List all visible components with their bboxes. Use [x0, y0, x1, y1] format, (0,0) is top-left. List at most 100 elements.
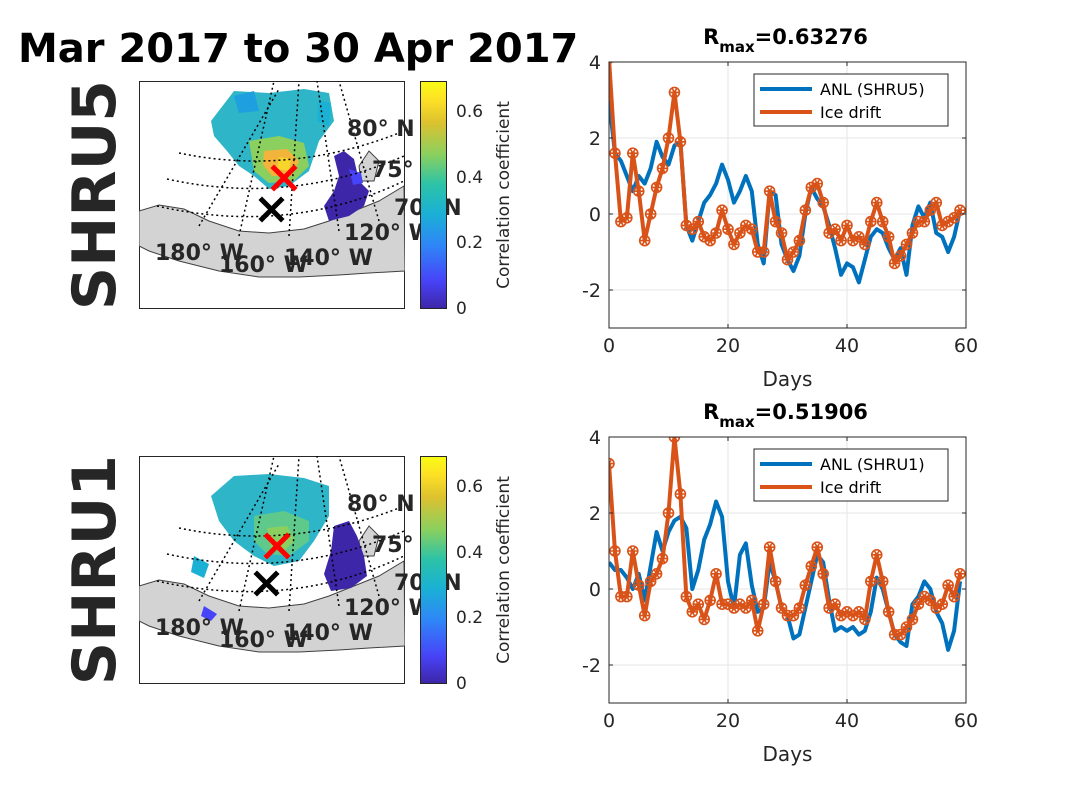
data-point-star [609, 148, 620, 158]
data-point-star [758, 247, 769, 257]
chart-0: 0 20 40 60 -2 0 2 4 Days Rmax=0.63276 ANL (SHRU5) I… [582, 25, 978, 391]
y-tick-label: -2 [582, 655, 601, 677]
legend-label: Ice drift [820, 103, 881, 122]
data-point-star [639, 610, 650, 621]
data-point-star [877, 576, 888, 587]
data-point-star [877, 216, 888, 227]
data-point-star [758, 599, 769, 609]
x-tick-label: 60 [954, 710, 978, 732]
data-point-star [859, 239, 870, 250]
data-point-star [925, 205, 936, 215]
data-point-star [687, 607, 698, 617]
data-point-star [842, 220, 852, 231]
data-point-star [699, 614, 710, 625]
data-point-star [818, 197, 829, 208]
colorbar-tick: 0.4 [456, 168, 484, 188]
y-tick-label: 4 [589, 427, 601, 449]
data-point-star [669, 437, 680, 442]
data-point-star [728, 239, 739, 250]
data-point-star [776, 603, 787, 613]
data-point-star [723, 224, 733, 234]
data-point-star [782, 254, 793, 265]
data-point-star [788, 247, 799, 257]
data-point-star [740, 603, 751, 613]
y-tick-label: -2 [582, 280, 601, 302]
map-lon-label-160: 160° W [219, 253, 308, 278]
data-point-star [675, 137, 686, 147]
data-point-star [895, 251, 906, 261]
data-point-star [937, 599, 948, 609]
data-point-star [812, 542, 823, 552]
chart-title: Rmax=0.63276 [703, 25, 868, 56]
series-group [609, 62, 966, 285]
data-point-star [800, 580, 811, 590]
data-point-star [788, 610, 799, 621]
data-point-star [609, 458, 614, 469]
data-point-star [651, 569, 662, 579]
map-lon-label-180: 180° W [155, 241, 244, 266]
chart-title-value: =0.63276 [755, 25, 868, 49]
correlation-map-bottom: 80° N 75° 70° N 120° W 180° W 160° W 140… [139, 456, 462, 684]
colorbar-tick: 0.4 [456, 543, 484, 563]
data-point-star [955, 569, 966, 579]
data-point-star [943, 580, 954, 590]
data-point-star [711, 228, 722, 238]
data-point [668, 437, 681, 443]
data-point-star [669, 87, 680, 98]
data-point-star [651, 182, 662, 193]
data-point-star [627, 148, 638, 158]
data-point-star [687, 224, 698, 234]
colorbar-top [420, 81, 447, 309]
x-tick-label: 40 [835, 710, 859, 732]
map-graphic [139, 456, 405, 684]
colorbar-tick: 0.6 [456, 477, 484, 497]
data-point-star [705, 235, 716, 246]
data-point-star [639, 235, 650, 246]
map-lon-label-140: 140° W [284, 246, 373, 271]
map-lon-label-140: 140° W [284, 621, 373, 646]
data-point-star [734, 228, 745, 238]
data-point-star [818, 569, 829, 579]
data-point-star [776, 228, 787, 238]
x-tick-label: 40 [835, 335, 859, 357]
data-point-star [901, 239, 912, 250]
data-point-star [865, 576, 876, 587]
data-point-star [770, 216, 781, 227]
data-point-star [627, 546, 638, 556]
x-tick-label: 0 [603, 710, 615, 732]
data-point-star [657, 553, 668, 564]
map-lat-label-75: 75° [372, 533, 414, 558]
data-point-star [883, 232, 894, 242]
map-lat-label-80: 80° N [347, 492, 415, 517]
data-point-star [853, 607, 864, 617]
data-point-star [610, 62, 613, 63]
axes-box [608, 436, 967, 704]
map-lat-label-75: 75° [372, 158, 414, 183]
data-point-star [794, 603, 805, 613]
chart-title-subscript: max [719, 413, 755, 431]
data-point-star [925, 595, 936, 606]
legend-label: ANL (SHRU5) [820, 80, 925, 99]
chart-title-main: R [703, 400, 719, 424]
colorbar-bottom [420, 456, 447, 684]
colorbar-tick: 0 [456, 674, 467, 694]
data-point-star [949, 591, 960, 602]
data-point-star [949, 213, 960, 223]
chart-title-value: =0.51906 [755, 400, 868, 424]
x-axis-label: Days [763, 742, 813, 766]
data-point-star [871, 550, 882, 560]
data-point-star [764, 186, 775, 196]
colorbar-tick: 0.2 [456, 608, 484, 628]
data-point-star [675, 489, 686, 499]
data-point-star [609, 546, 620, 556]
data-point-star [907, 614, 918, 625]
data-point-star [889, 258, 900, 269]
data-point-star [931, 197, 942, 208]
map-lon-label-120: 120° W [344, 596, 433, 621]
map-lon-label-120: 120° W [344, 221, 433, 246]
data-point-star [955, 205, 966, 215]
series-group [609, 437, 966, 652]
data-point-star [770, 576, 781, 587]
data-point-star [693, 599, 704, 609]
data-point-star [693, 216, 704, 227]
